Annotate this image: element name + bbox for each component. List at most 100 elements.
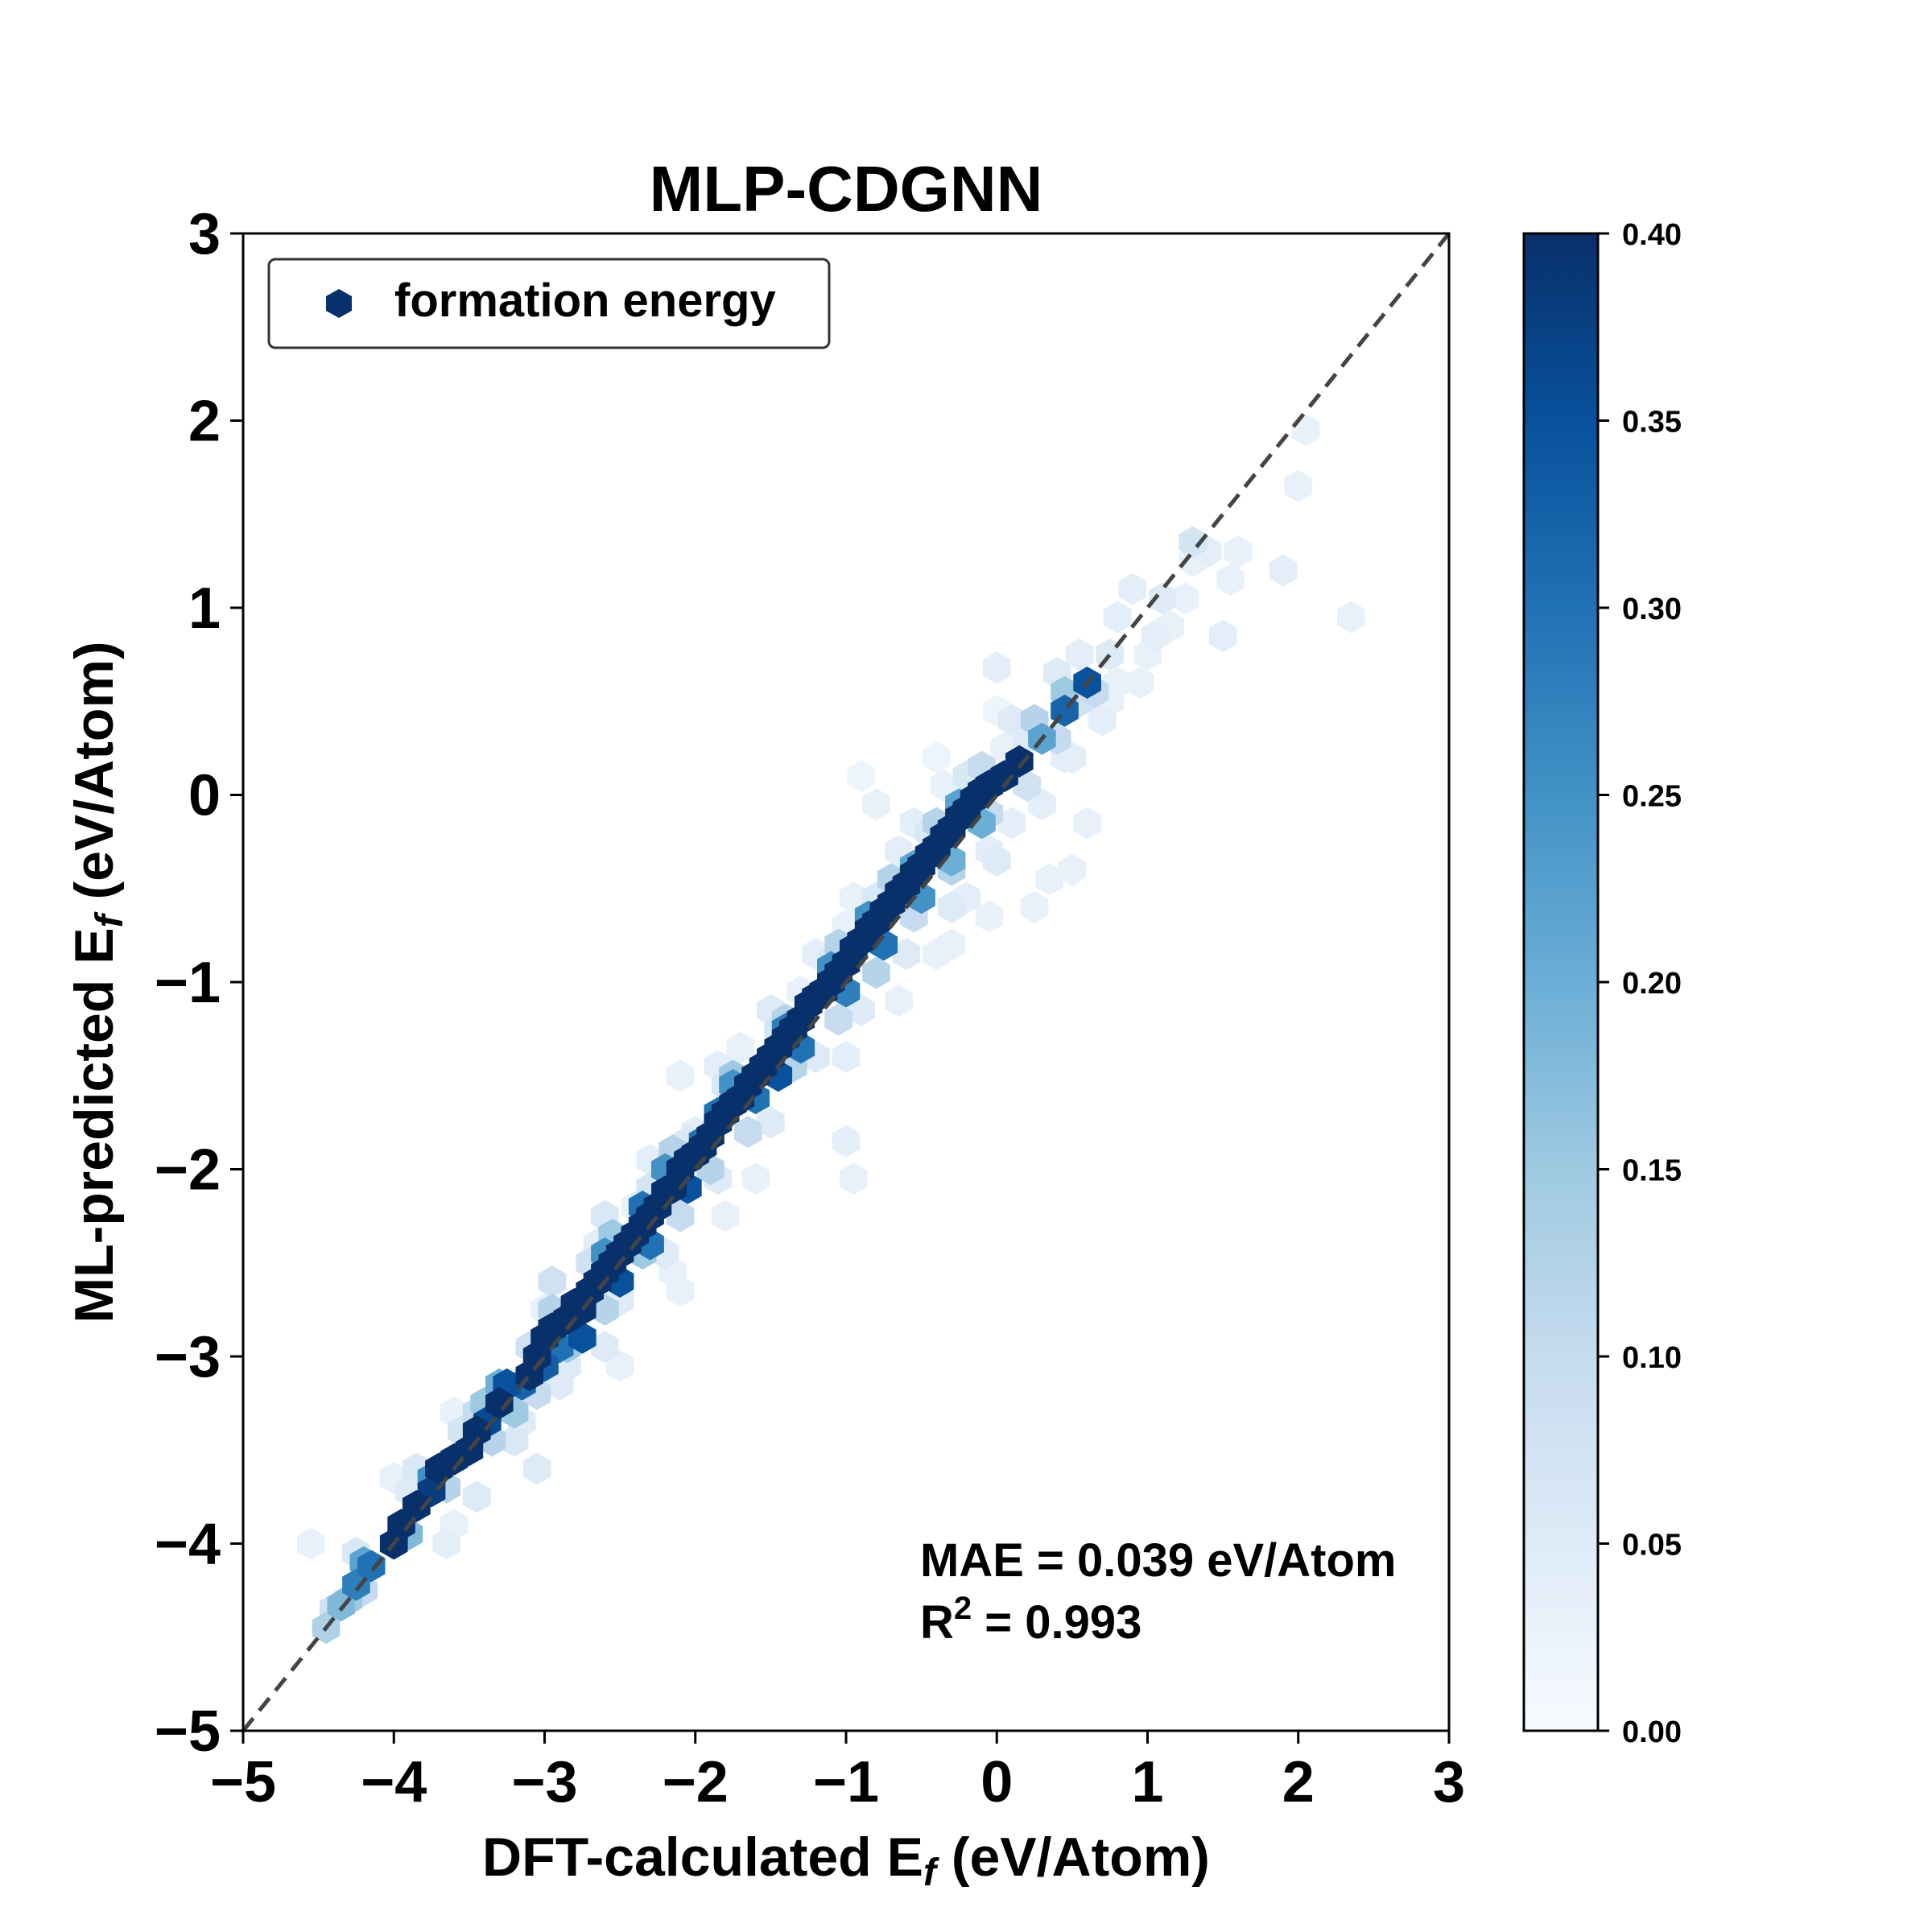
metrics-annotation: MAE = 0.039 eV/Atom R2 = 0.993 xyxy=(920,1534,1397,1649)
hexbin-cell xyxy=(1216,564,1245,597)
hexbin-cell xyxy=(982,651,1011,684)
hexbin-cell xyxy=(892,938,921,971)
hexbin-cell xyxy=(1020,891,1049,923)
hexbin-cell xyxy=(1224,535,1253,568)
hexbin-cell xyxy=(982,844,1011,877)
chart-title: MLP-CDGNN xyxy=(650,153,1043,225)
mae-text: MAE = 0.039 eV/Atom xyxy=(920,1534,1397,1587)
hexbin-cell xyxy=(757,1106,785,1139)
hexbin-cell xyxy=(357,1550,386,1583)
colorbar-tick-label: 0.00 xyxy=(1622,1715,1682,1749)
hexbin-cell xyxy=(1103,601,1132,634)
x-axis-label: DFT-calculated Ef (eV/Atom) xyxy=(482,1827,1210,1894)
hexbin-cell xyxy=(847,760,875,793)
y-tick-label: −3 xyxy=(155,1325,221,1389)
y-axis-label-main: ML-predicted E xyxy=(64,927,125,1323)
y-tick-label: −2 xyxy=(155,1138,221,1203)
hexbin-cell xyxy=(1013,769,1041,802)
y-tick-label: 3 xyxy=(188,202,221,266)
x-tick-label: 2 xyxy=(1282,1750,1315,1814)
x-tick-label: −1 xyxy=(813,1750,879,1814)
x-tick-label: −4 xyxy=(361,1750,427,1814)
hexbin-cell xyxy=(726,1031,755,1064)
colorbar-tick-label: 0.10 xyxy=(1622,1341,1682,1375)
hexbin-cell xyxy=(666,1059,695,1092)
hexbin-cell xyxy=(997,807,1026,840)
hexbin-cell xyxy=(1035,863,1064,896)
hexbin-cell xyxy=(937,891,966,923)
hexbin-cell xyxy=(538,1265,567,1298)
hexbin-cell xyxy=(462,1415,491,1447)
hexbin-cell xyxy=(666,1199,695,1232)
hexbin-layer xyxy=(296,414,1365,1645)
hexbin-cell xyxy=(1141,619,1170,652)
hexbin-cell xyxy=(862,788,890,821)
hexbin-cell xyxy=(840,1162,868,1195)
colorbar-tick-label: 0.05 xyxy=(1622,1529,1682,1563)
hexbin-cell xyxy=(1179,526,1207,559)
y-tick-label: 2 xyxy=(188,390,221,454)
r2-symbol: R xyxy=(920,1596,954,1649)
hexbin-cell xyxy=(1125,667,1154,699)
y-tick-label: −4 xyxy=(155,1513,221,1577)
hexbin-cell xyxy=(1337,601,1365,634)
hexbin-cell xyxy=(1065,638,1094,671)
y-axis-label-unit: (eV/Atom) xyxy=(64,641,125,914)
hexbin-cell xyxy=(1118,572,1147,605)
hexbin-cell xyxy=(1291,414,1320,447)
x-axis-label-main: DFT-calculated E xyxy=(482,1827,923,1888)
hexbin-cell xyxy=(975,900,1004,933)
hexbin-cell xyxy=(296,1527,325,1560)
y-tick-label: −1 xyxy=(155,951,221,1015)
hexbin-cell xyxy=(1208,619,1237,652)
hexbin-cell xyxy=(1148,582,1177,615)
x-tick-label: 0 xyxy=(980,1750,1013,1814)
colorbar-tick-label: 0.20 xyxy=(1622,967,1682,1001)
colorbar-tick-label: 0.15 xyxy=(1622,1154,1682,1188)
y-axis-label: ML-predicted Ef (eV/Atom) xyxy=(64,641,131,1323)
r2-value: = 0.993 xyxy=(972,1596,1141,1649)
hexbin-cell xyxy=(885,985,913,1018)
x-tick-label: −3 xyxy=(511,1750,577,1814)
hexbin-cell xyxy=(997,704,1026,737)
hexbin-cell xyxy=(1058,853,1087,886)
r2-text: R2 = 0.993 xyxy=(920,1591,1141,1649)
hexbin-cell xyxy=(832,1041,861,1073)
hexbin-cell xyxy=(711,1199,740,1232)
y-tick-label: 1 xyxy=(188,576,221,641)
legend: formation energy xyxy=(267,258,831,349)
hexbin-cell xyxy=(500,1424,529,1457)
x-tick-label: −5 xyxy=(210,1750,276,1814)
hexbin-cell xyxy=(402,1490,431,1522)
hexbin-cell xyxy=(522,1452,551,1485)
hexbin-cell xyxy=(832,1125,861,1158)
hexbin-cell xyxy=(1171,582,1199,615)
colorbar-ticks: 0.00 0.05 0.10 0.15 0.20 0.25 0.30 0.35 0.40 xyxy=(1598,218,1682,1749)
hexbin-cell xyxy=(1005,745,1034,778)
x-axis-label-unit: (eV/Atom) xyxy=(936,1827,1210,1888)
hexbin-cell xyxy=(1284,469,1313,502)
hexbin-cell xyxy=(862,956,890,989)
y-axis: −5 −4 −3 −2 −1 0 1 2 3 xyxy=(155,202,243,1764)
hexbin-cell xyxy=(591,1331,619,1364)
hexbin-cell xyxy=(1073,807,1101,840)
hexbin-cell xyxy=(1269,554,1298,587)
x-tick-label: −2 xyxy=(663,1750,729,1814)
y-tick-label: 0 xyxy=(188,764,221,828)
colorbar-tick-label: 0.35 xyxy=(1622,406,1682,440)
r2-superscript: 2 xyxy=(954,1591,972,1626)
hexbin-cell xyxy=(741,1162,770,1195)
hexbin-cell xyxy=(937,928,966,961)
parity-line xyxy=(242,232,1451,1732)
colorbar-tick-label: 0.30 xyxy=(1622,592,1682,626)
legend-label: formation energy xyxy=(394,275,776,327)
legend-hexagon-marker xyxy=(326,289,352,318)
hexbin-cell xyxy=(923,741,951,774)
legend-box xyxy=(267,258,831,349)
hexbin-cell xyxy=(432,1527,461,1560)
colorbar-tick-label: 0.40 xyxy=(1622,218,1682,252)
hexbin-cell xyxy=(462,1480,491,1513)
hexbin-cell xyxy=(734,1116,762,1148)
x-axis: −5 −4 −3 −2 −1 0 1 2 3 xyxy=(210,1731,1465,1814)
